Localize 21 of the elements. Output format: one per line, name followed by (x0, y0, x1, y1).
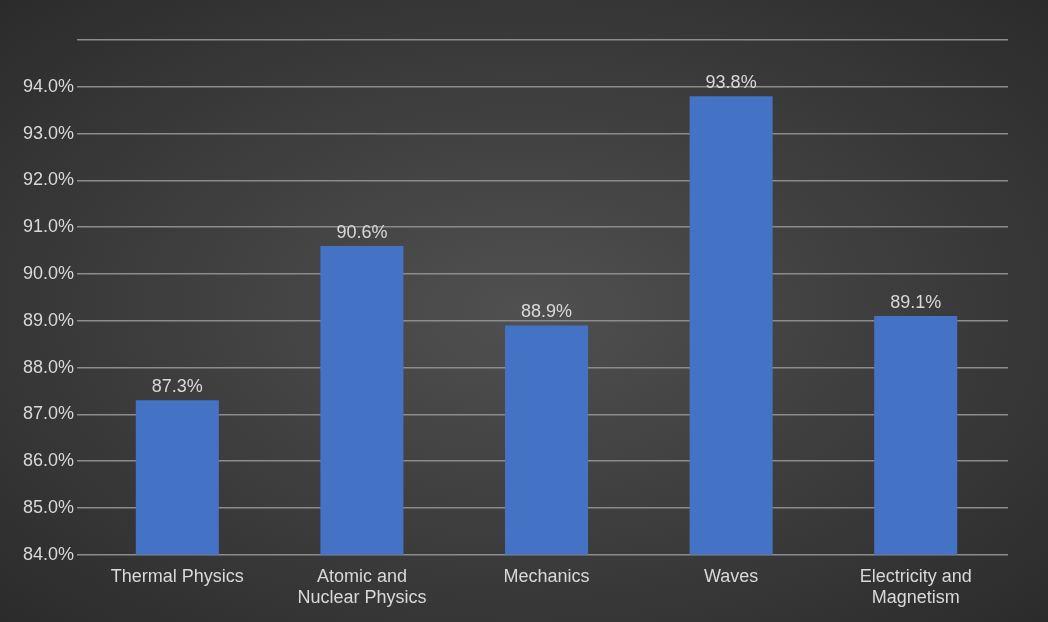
data-label: 89.1% (890, 292, 942, 313)
data-label: 87.3% (151, 376, 203, 397)
x-tick-label: Thermal Physics (110, 565, 244, 586)
y-tick-label: 87.0% (22, 403, 75, 424)
y-tick-label: 85.0% (22, 496, 75, 517)
y-tick-label: 89.0% (22, 309, 75, 330)
x-tick-label: Atomic and Nuclear Physics (297, 565, 427, 608)
y-tick-label: 91.0% (22, 216, 75, 237)
data-label: 93.8% (705, 72, 757, 93)
y-tick-label: 93.0% (22, 122, 75, 143)
data-label: 90.6% (336, 221, 388, 242)
x-tick-label: Mechanics (503, 565, 590, 586)
y-tick-label: 90.0% (22, 262, 75, 283)
x-tick-label: Electricity and Magnetism (859, 565, 972, 608)
x-tick-label: Waves (703, 565, 759, 586)
y-tick-label: 86.0% (22, 450, 75, 471)
y-tick-label: 88.0% (22, 356, 75, 377)
y-tick-label: 92.0% (22, 169, 75, 190)
y-tick-label: 94.0% (22, 75, 75, 96)
y-tick-label: 84.0% (22, 543, 75, 564)
data-label: 88.9% (521, 301, 573, 322)
